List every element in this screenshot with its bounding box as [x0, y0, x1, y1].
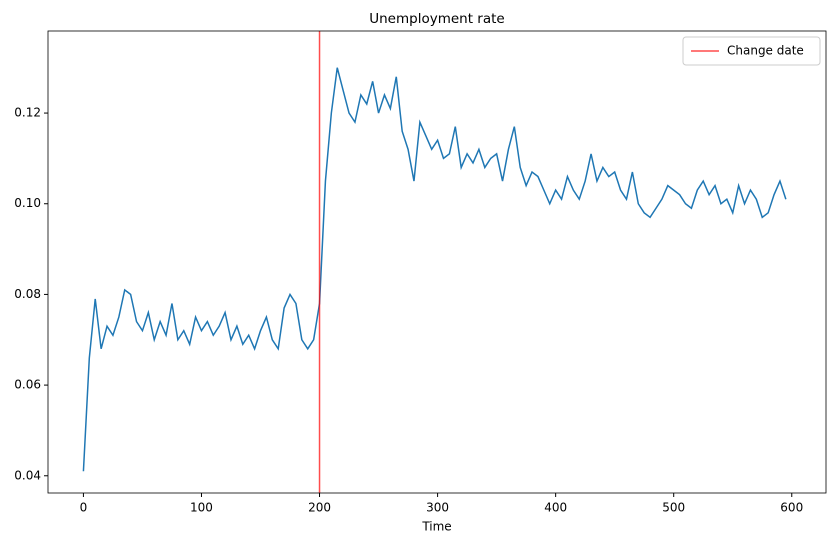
data-line — [82, 67, 787, 472]
x-tick-label: 0 — [80, 501, 88, 515]
y-tick-label: 0.08 — [14, 287, 41, 301]
x-tick-label: 500 — [662, 501, 685, 515]
chart-title: Unemployment rate — [369, 11, 504, 27]
y-tick-label: 0.06 — [14, 378, 41, 392]
x-tick-label: 400 — [544, 501, 567, 515]
y-tick-label: 0.12 — [14, 106, 41, 120]
y-tick-label: 0.10 — [14, 196, 41, 210]
x-tick-label: 600 — [780, 501, 803, 515]
y-tick-label: 0.04 — [14, 468, 41, 482]
plot-frame — [47, 30, 827, 494]
x-tick-label: 300 — [426, 501, 449, 515]
legend-box — [682, 36, 821, 66]
legend-label: Change date — [727, 44, 804, 58]
x-axis-label: Time — [421, 520, 451, 534]
x-tick-label: 200 — [308, 501, 331, 515]
x-tick-label: 100 — [190, 501, 213, 515]
